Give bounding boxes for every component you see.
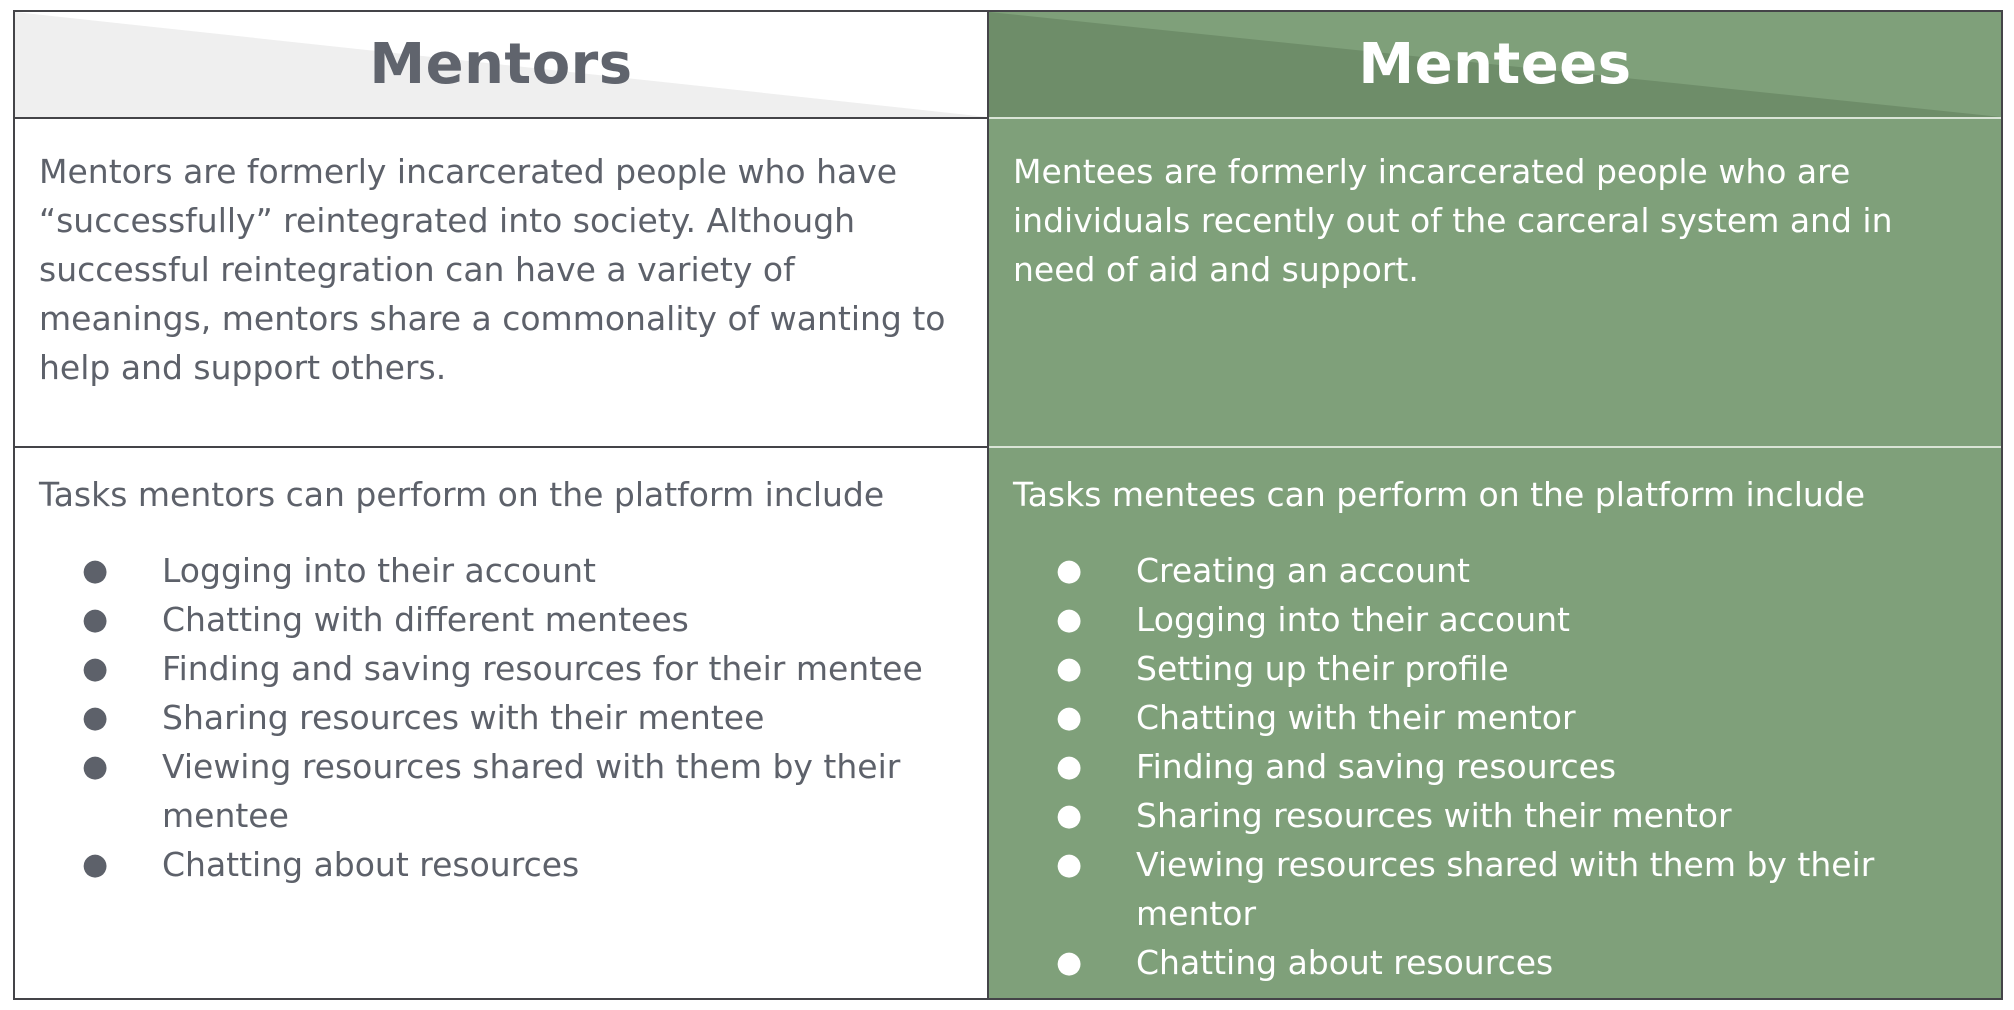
- mentors-mentees-table: Mentors Mentees Mentors are formerly inc…: [13, 10, 2003, 1000]
- bullet-icon: ●: [82, 749, 109, 784]
- task-text: Setting up their profile: [1136, 649, 1509, 688]
- list-item: ● Chatting about resources: [39, 840, 957, 889]
- list-item: ● Logging into their account: [39, 546, 957, 595]
- list-item: ● Chatting with their mentor: [1013, 693, 1971, 742]
- mentees-title: Mentees: [1358, 32, 1632, 97]
- bullet-icon: ●: [1056, 700, 1083, 735]
- list-item: ● Setting up their profile: [1013, 644, 1971, 693]
- list-item: ● Finding and saving resources: [1013, 742, 1971, 791]
- list-item: ● Finding and saving resources for their …: [39, 644, 957, 693]
- task-text: Logging into their account: [1136, 600, 1570, 639]
- task-text: Viewing resources shared with them by th…: [162, 747, 901, 835]
- mentees-task-list: ● Creating an account ● Logging into their…: [1013, 546, 1971, 987]
- mentors-description: Mentors are formerly incarcerated people…: [39, 152, 946, 387]
- list-item: ● Creating an account: [1013, 546, 1971, 595]
- mentors-tasks-intro: Tasks mentors can perform on the platfor…: [39, 475, 885, 514]
- mentees-description-cell: Mentees are formerly incarcerated people…: [989, 119, 2001, 448]
- mentors-header-cell: Mentors: [15, 12, 989, 119]
- task-text: Creating an account: [1136, 551, 1470, 590]
- header-shade-decoration: [989, 12, 2001, 117]
- task-text: Chatting about resources: [162, 845, 580, 884]
- mentees-tasks-cell: Tasks mentees can perform on the platfor…: [989, 448, 2001, 998]
- task-text: Finding and saving resources: [1136, 747, 1617, 786]
- mentors-tasks-cell: Tasks mentors can perform on the platfor…: [15, 448, 989, 998]
- bullet-icon: ●: [82, 553, 109, 588]
- task-text: Finding and saving resources for their m…: [162, 649, 923, 688]
- bullet-icon: ●: [1056, 651, 1083, 686]
- task-text: Logging into their account: [162, 551, 596, 590]
- bullet-icon: ●: [1056, 553, 1083, 588]
- mentees-description: Mentees are formerly incarcerated people…: [1013, 152, 1893, 289]
- bullet-icon: ●: [1056, 602, 1083, 637]
- bullet-icon: ●: [1056, 798, 1083, 833]
- list-item: ● Logging into their account: [1013, 595, 1971, 644]
- mentors-task-list: ● Logging into their account ● Chatting wi…: [39, 546, 957, 889]
- list-item: ● Chatting with different mentees: [39, 595, 957, 644]
- task-text: Sharing resources with their mentee: [162, 698, 765, 737]
- task-text: Sharing resources with their mentor: [1136, 796, 1732, 835]
- header-shade-decoration: [15, 12, 987, 117]
- mentors-description-cell: Mentors are formerly incarcerated people…: [15, 119, 989, 448]
- bullet-icon: ●: [1056, 749, 1083, 784]
- mentors-title: Mentors: [369, 32, 633, 97]
- list-item: ● Chatting about resources: [1013, 938, 1971, 987]
- bullet-icon: ●: [82, 847, 109, 882]
- bullet-icon: ●: [82, 700, 109, 735]
- task-text: Chatting with their mentor: [1136, 698, 1576, 737]
- task-text: Viewing resources shared with them by th…: [1136, 845, 1875, 933]
- list-item: ● Sharing resources with their mentee: [39, 693, 957, 742]
- task-text: Chatting with different mentees: [162, 600, 689, 639]
- bullet-icon: ●: [1056, 847, 1083, 882]
- bullet-icon: ●: [82, 602, 109, 637]
- list-item: ● Sharing resources with their mentor: [1013, 791, 1971, 840]
- task-text: Chatting about resources: [1136, 943, 1554, 982]
- list-item: ● Viewing resources shared with them by t…: [39, 742, 957, 840]
- bullet-icon: ●: [1056, 945, 1083, 980]
- mentees-header-cell: Mentees: [989, 12, 2001, 119]
- list-item: ● Viewing resources shared with them by t…: [1013, 840, 1971, 938]
- mentees-tasks-intro: Tasks mentees can perform on the platfor…: [1013, 475, 1866, 514]
- bullet-icon: ●: [82, 651, 109, 686]
